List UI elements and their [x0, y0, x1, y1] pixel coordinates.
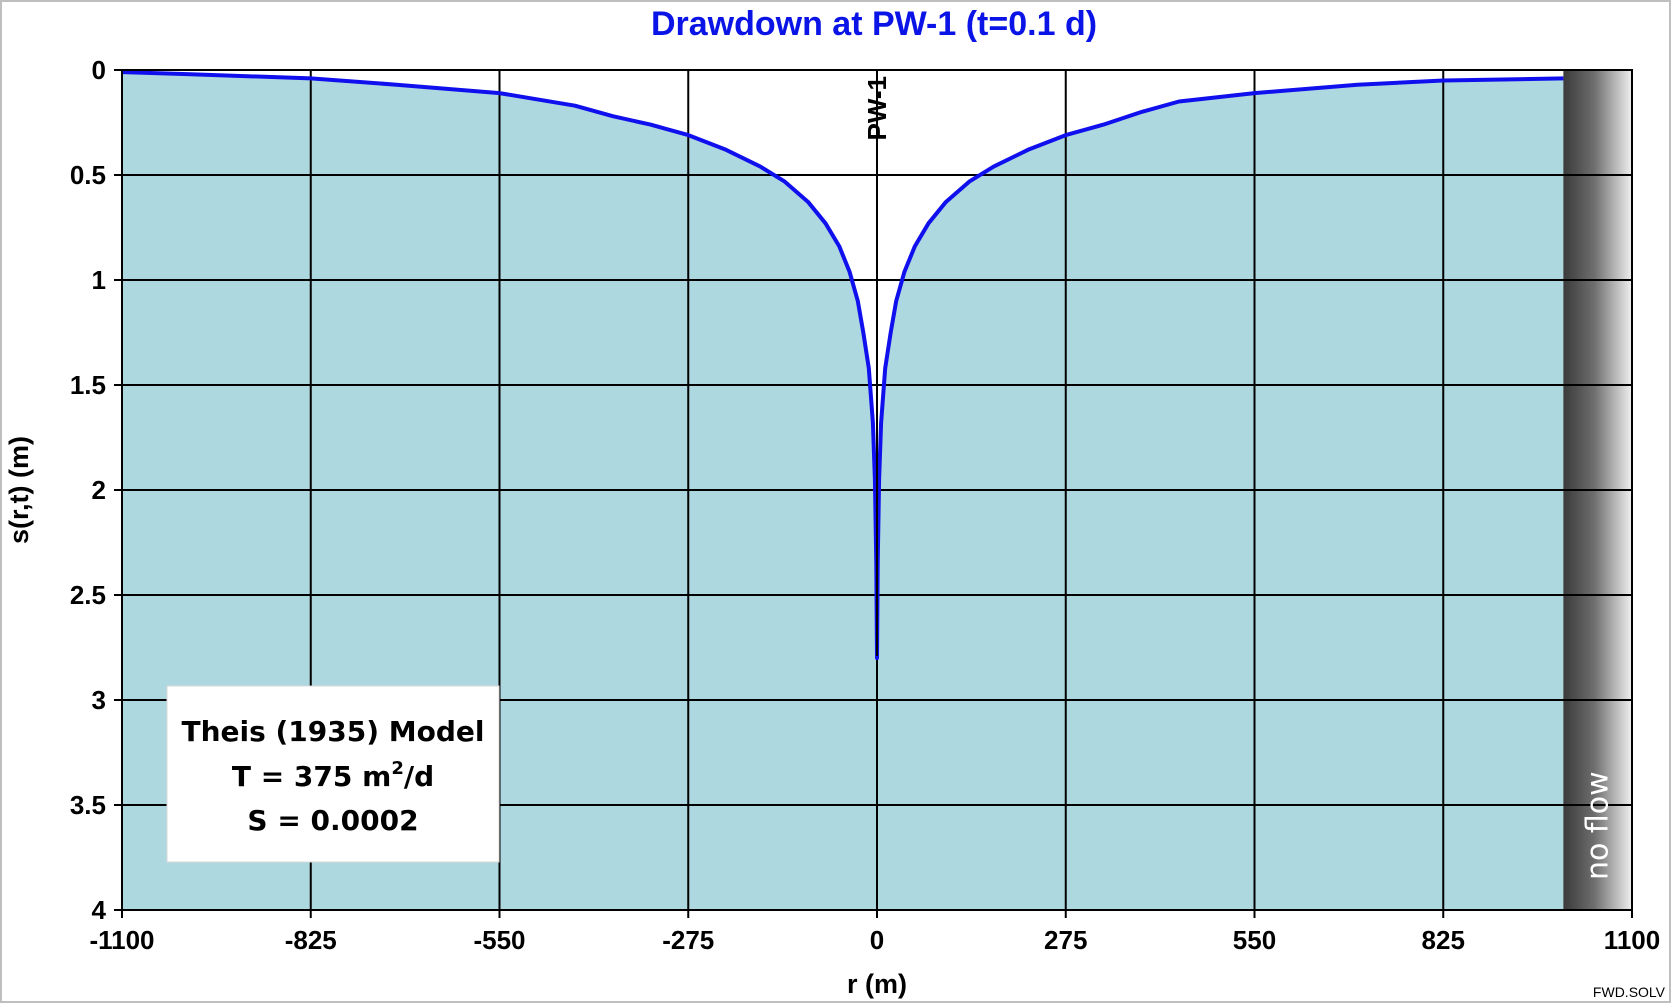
no-flow-label: no flow [1581, 771, 1616, 880]
x-tick-label: -275 [662, 925, 714, 955]
x-tick-label: -825 [285, 925, 337, 955]
x-tick-label: 550 [1233, 925, 1276, 955]
transmissivity-value: T = 375 m [232, 760, 391, 793]
y-tick-label: 0.5 [70, 160, 106, 190]
model-box-background [166, 685, 500, 863]
x-tick-label: 0 [870, 925, 884, 955]
y-tick-label: 4 [92, 895, 107, 925]
well-marker: PW-1 [862, 70, 892, 656]
y-tick-label: 2.5 [70, 580, 106, 610]
model-info-box: Theis (1935) Model T = 375 m2/d S = 0.00… [166, 685, 500, 863]
y-axis-ticks: 0 0.5 1 1.5 2 2.5 3 3.5 4 [70, 55, 122, 925]
y-tick-label: 3 [92, 685, 106, 715]
x-tick-label: 825 [1422, 925, 1465, 955]
y-tick-label: 1.5 [70, 370, 106, 400]
x-axis-ticks: -1100 -825 -550 -275 0 275 550 825 1100 [89, 910, 1660, 955]
model-transmissivity: T = 375 m2/d [232, 758, 434, 793]
x-axis-label: r (m) [847, 969, 907, 999]
y-tick-label: 2 [92, 475, 106, 505]
x-tick-label: 1100 [1604, 925, 1660, 955]
transmissivity-unit: /d [404, 760, 434, 793]
model-storativity: S = 0.0002 [247, 804, 418, 837]
y-tick-label: 1 [92, 265, 106, 295]
x-tick-label: -1100 [89, 925, 154, 955]
transmissivity-exponent: 2 [391, 758, 404, 779]
chart-title: Drawdown at PW-1 (t=0.1 d) [651, 5, 1097, 43]
well-label: PW-1 [862, 76, 892, 140]
credit-text: FWD.SOLV [1593, 984, 1666, 1000]
y-tick-label: 0 [92, 55, 106, 85]
x-tick-label: 275 [1044, 925, 1087, 955]
y-axis-label: s(r,t) (m) [4, 436, 34, 544]
x-tick-label: -550 [473, 925, 525, 955]
model-name: Theis (1935) Model [181, 715, 484, 748]
y-tick-label: 3.5 [70, 790, 106, 820]
